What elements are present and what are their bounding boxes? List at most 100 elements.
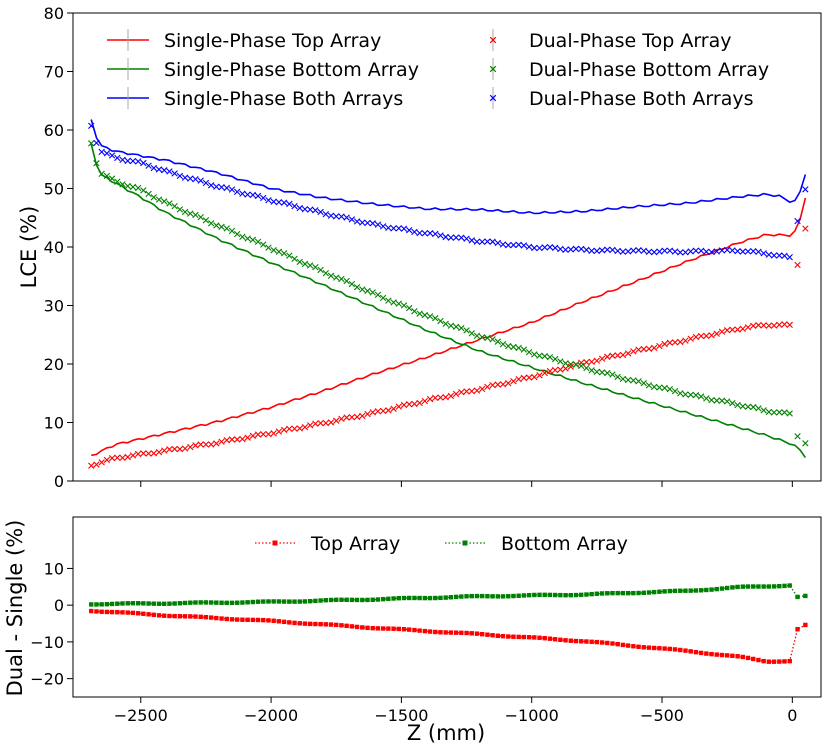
x-marker [776,321,783,328]
square-marker [532,635,537,640]
square-marker [438,630,443,635]
x-marker [520,242,528,249]
square-marker [542,635,547,641]
x-marker [187,175,194,182]
x-marker [437,317,444,325]
square-marker [255,617,261,623]
square-marker [641,645,646,650]
x-marker [145,450,152,457]
x-marker [583,364,590,372]
square-marker [109,609,115,615]
square-marker [490,633,495,638]
x-marker [744,403,752,410]
square-marker [620,642,626,648]
x-marker [119,181,126,188]
x-marker [171,203,178,210]
x-marker [630,348,637,355]
square-marker [407,595,412,601]
x-marker [306,206,314,213]
x-marker [416,229,423,237]
square-marker [401,595,407,601]
x-marker [395,403,402,410]
x-marker [93,139,100,147]
square-marker [724,653,730,658]
x-marker [750,322,757,329]
x-tick-label: −2000 [244,706,298,725]
x-marker [364,410,371,418]
x-marker [155,196,163,203]
y-tick-label: 50 [44,180,64,199]
x-marker [353,413,361,421]
square-marker [495,594,501,599]
square-marker [667,588,673,594]
square-marker [735,584,740,590]
x-marker [145,162,152,169]
x-marker [312,207,319,214]
x-marker [734,401,741,409]
dual-phase-bottom-array-legend-label: Dual-Phase Bottom Array [529,59,769,81]
x-marker [291,255,298,263]
square-marker [495,633,501,638]
x-marker [755,405,762,412]
x-marker [755,248,762,256]
x-marker [140,159,147,167]
x-tick-label: −500 [640,706,684,725]
x-marker [280,426,288,433]
x-marker [619,375,627,383]
square-marker [360,625,365,630]
square-marker [287,599,292,604]
x-marker [119,156,126,164]
square-marker [651,645,657,651]
square-marker [261,599,266,604]
x-marker [645,382,653,389]
square-marker [287,620,292,625]
bottom-legend: Top Array Bottom Array [255,533,628,555]
square-marker [203,614,209,620]
x-marker [640,247,647,255]
x-marker [400,302,408,309]
x-marker [395,225,402,232]
square-marker [479,593,485,599]
x-marker [145,190,152,198]
square-marker [719,652,725,658]
x-marker [364,287,371,295]
square-marker [620,590,626,596]
x-marker [781,252,788,260]
square-marker [349,624,355,629]
square-marker [771,584,777,589]
square-marker [683,588,688,593]
x-marker [729,399,736,407]
square-marker [219,616,224,621]
x-marker [254,238,262,245]
single-phase-bottom-array-line [90,143,807,459]
x-marker [687,391,694,398]
x-marker [510,378,517,385]
x-marker [765,322,773,329]
square-marker [771,659,777,664]
x-marker [411,228,418,236]
x-marker [286,425,293,433]
x-marker [614,247,621,255]
x-marker [520,346,528,353]
x-marker [794,433,801,440]
x-marker [452,234,460,241]
x-marker [739,325,747,332]
square-marker [354,624,360,630]
x-marker [213,440,220,447]
x-marker [656,384,663,391]
x-marker [770,409,778,416]
single-phase-bottom-array-legend-label: Single-Phase Bottom Array [164,59,419,81]
x-marker [656,248,663,255]
x-marker [114,454,121,461]
square-marker [396,596,401,601]
x-marker [677,390,684,397]
x-marker [265,430,272,438]
x-marker [557,366,564,373]
x-marker [541,369,548,377]
x-marker [359,286,366,293]
x-marker [353,283,361,291]
x-marker [593,368,601,375]
single-phase-top-array-legend-label: Single-Phase Top Array [164,30,381,52]
square-marker [500,594,506,599]
x-marker [489,382,496,389]
